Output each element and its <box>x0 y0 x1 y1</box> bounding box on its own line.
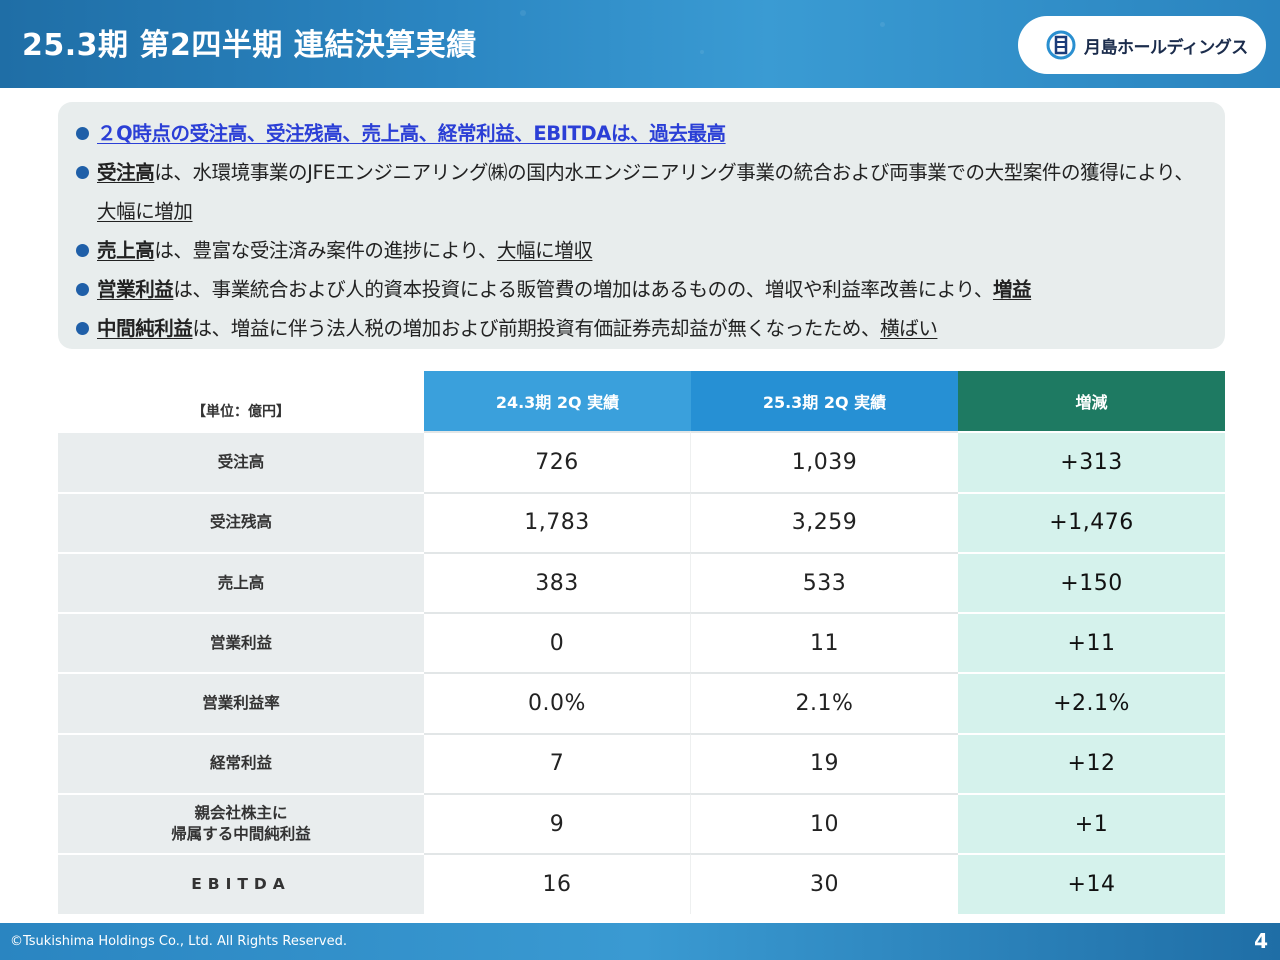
summary-panel: ２Q時点の受注高、受注残高、売上高、経常利益、EBITDAは、過去最高 受注高は… <box>58 102 1225 349</box>
row-label: 受注残高 <box>58 491 424 552</box>
bullet-dot-icon <box>76 127 89 140</box>
table-row: 営業利益率 0.0% 2.1% +2.1% <box>58 672 1225 733</box>
curr-value: 19 <box>691 732 958 794</box>
table-row: 親会社株主に 帰属する中間純利益 9 10 +1 <box>58 793 1225 854</box>
column-header-diff: 増減 <box>958 371 1225 432</box>
bullet-orders: 受注高は、水環境事業のJFEエンジニアリング㈱の国内水エンジニアリング事業の統合… <box>76 153 1209 231</box>
company-logo: 月島ホールディングス <box>1018 16 1266 74</box>
unit-label: 【単位：億円】 <box>192 404 290 421</box>
prev-value: 16 <box>424 853 691 914</box>
curr-value: 3,259 <box>691 491 958 552</box>
bullet-body: は、豊富な受注済み案件の進捗により、 <box>154 239 497 262</box>
bullet-dot-icon <box>76 166 89 179</box>
bullet-dot-icon <box>76 322 89 335</box>
bullet-text: 中間純利益は、増益に伴う法人税の増加および前期投資有価証券売却益が無くなったため… <box>97 309 1209 348</box>
diff-value: +1,476 <box>958 491 1225 552</box>
prev-value: 1,783 <box>424 491 691 552</box>
slide-title: 25.3期 第2四半期 連結決算実績 <box>22 28 477 63</box>
curr-value: 1,039 <box>691 431 958 492</box>
bullet-key: 受注高 <box>97 161 155 184</box>
diff-value: +313 <box>958 431 1225 492</box>
row-label: 営業利益 <box>58 612 424 673</box>
prev-value: 9 <box>424 793 691 854</box>
bullet-text: 売上高は、豊富な受注済み案件の進捗により、大幅に増収 <box>97 231 1209 270</box>
curr-value: 533 <box>691 551 958 613</box>
slide-footer: ©Tsukishima Holdings Co., Ltd. All Right… <box>0 923 1280 960</box>
diff-value: +12 <box>958 732 1225 794</box>
copyright-text: ©Tsukishima Holdings Co., Ltd. All Right… <box>10 934 348 949</box>
prev-value: 383 <box>424 551 691 613</box>
bullet-key: 中間純利益 <box>97 317 193 340</box>
decorative-bubble <box>520 10 526 16</box>
decorative-bubble <box>700 50 704 54</box>
curr-value: 30 <box>691 853 958 914</box>
bullet-body: は、事業統合および人的資本投資による販管費の増加はあるものの、増収や利益率改善に… <box>173 278 993 301</box>
prev-value: 0.0% <box>424 672 691 733</box>
diff-value: +150 <box>958 551 1225 613</box>
table-row: 売上高 383 533 +150 <box>58 551 1225 613</box>
table-row: 受注残高 1,783 3,259 +1,476 <box>58 491 1225 552</box>
bullet-text: 営業利益は、事業統合および人的資本投資による販管費の増加はあるものの、増収や利益… <box>97 270 1209 309</box>
headline-text: ２Q時点の受注高、受注残高、売上高、経常利益、EBITDAは、過去最高 <box>97 122 726 145</box>
prev-value: 726 <box>424 431 691 492</box>
curr-value: 11 <box>691 612 958 673</box>
bullet-key: 売上高 <box>97 239 155 262</box>
bullet-emphasis: 大幅に増加 <box>97 200 193 223</box>
column-header-prev: 24.3期 2Q 実績 <box>424 371 691 432</box>
bullet-body: は、増益に伴う法人税の増加および前期投資有価証券売却益が無くなったため、 <box>192 317 881 340</box>
diff-value: +1 <box>958 793 1225 854</box>
diff-value: +14 <box>958 853 1225 914</box>
table-row: 営業利益 0 11 +11 <box>58 612 1225 673</box>
page-number: 4 <box>1254 929 1268 953</box>
bullet-body: は、水環境事業のJFEエンジニアリング㈱の国内水エンジニアリング事業の統合および… <box>154 161 1194 184</box>
bullet-emphasis: 増益 <box>992 278 1032 301</box>
row-label: 売上高 <box>58 551 424 613</box>
bullet-net-income: 中間純利益は、増益に伴う法人税の増加および前期投資有価証券売却益が無くなったため… <box>76 309 1209 348</box>
decorative-bubble <box>880 22 885 27</box>
bullet-operating-profit: 営業利益は、事業統合および人的資本投資による販管費の増加はあるものの、増収や利益… <box>76 270 1209 309</box>
bullet-dot-icon <box>76 244 89 257</box>
bullet-dot-icon <box>76 283 89 296</box>
row-label: 経常利益 <box>58 732 424 794</box>
curr-value: 10 <box>691 793 958 854</box>
bullet-text: 受注高は、水環境事業のJFEエンジニアリング㈱の国内水エンジニアリング事業の統合… <box>97 153 1209 231</box>
logo-text: 月島ホールディングス <box>1084 37 1248 58</box>
table-row: 受注高 726 1,039 +313 <box>58 431 1225 492</box>
diff-value: +2.1% <box>958 672 1225 733</box>
bullet-sales: 売上高は、豊富な受注済み案件の進捗により、大幅に増収 <box>76 231 1209 270</box>
curr-value: 2.1% <box>691 672 958 733</box>
row-label: EBITDA <box>58 853 424 914</box>
bullet-headline: ２Q時点の受注高、受注残高、売上高、経常利益、EBITDAは、過去最高 <box>76 114 1209 153</box>
row-label: 親会社株主に 帰属する中間純利益 <box>58 793 424 854</box>
column-header-curr: 25.3期 2Q 実績 <box>691 371 958 432</box>
row-label: 受注高 <box>58 431 424 492</box>
logo-mark-icon <box>1046 30 1076 60</box>
diff-value: +11 <box>958 612 1225 673</box>
slide-header: 25.3期 第2四半期 連結決算実績 月島ホールディングス <box>0 0 1280 88</box>
bullet-key: 営業利益 <box>97 278 174 301</box>
bullet-emphasis: 大幅に増収 <box>496 239 593 262</box>
table-row: 経常利益 7 19 +12 <box>58 732 1225 794</box>
prev-value: 7 <box>424 732 691 794</box>
row-label: 営業利益率 <box>58 672 424 733</box>
table-row: EBITDA 16 30 +14 <box>58 853 1225 914</box>
results-table: 【単位：億円】 24.3期 2Q 実績 25.3期 2Q 実績 増減 受注高 7… <box>58 371 1225 914</box>
prev-value: 0 <box>424 612 691 673</box>
table-header-row: 【単位：億円】 24.3期 2Q 実績 25.3期 2Q 実績 増減 <box>58 371 1225 432</box>
bullet-emphasis: 横ばい <box>880 317 938 340</box>
